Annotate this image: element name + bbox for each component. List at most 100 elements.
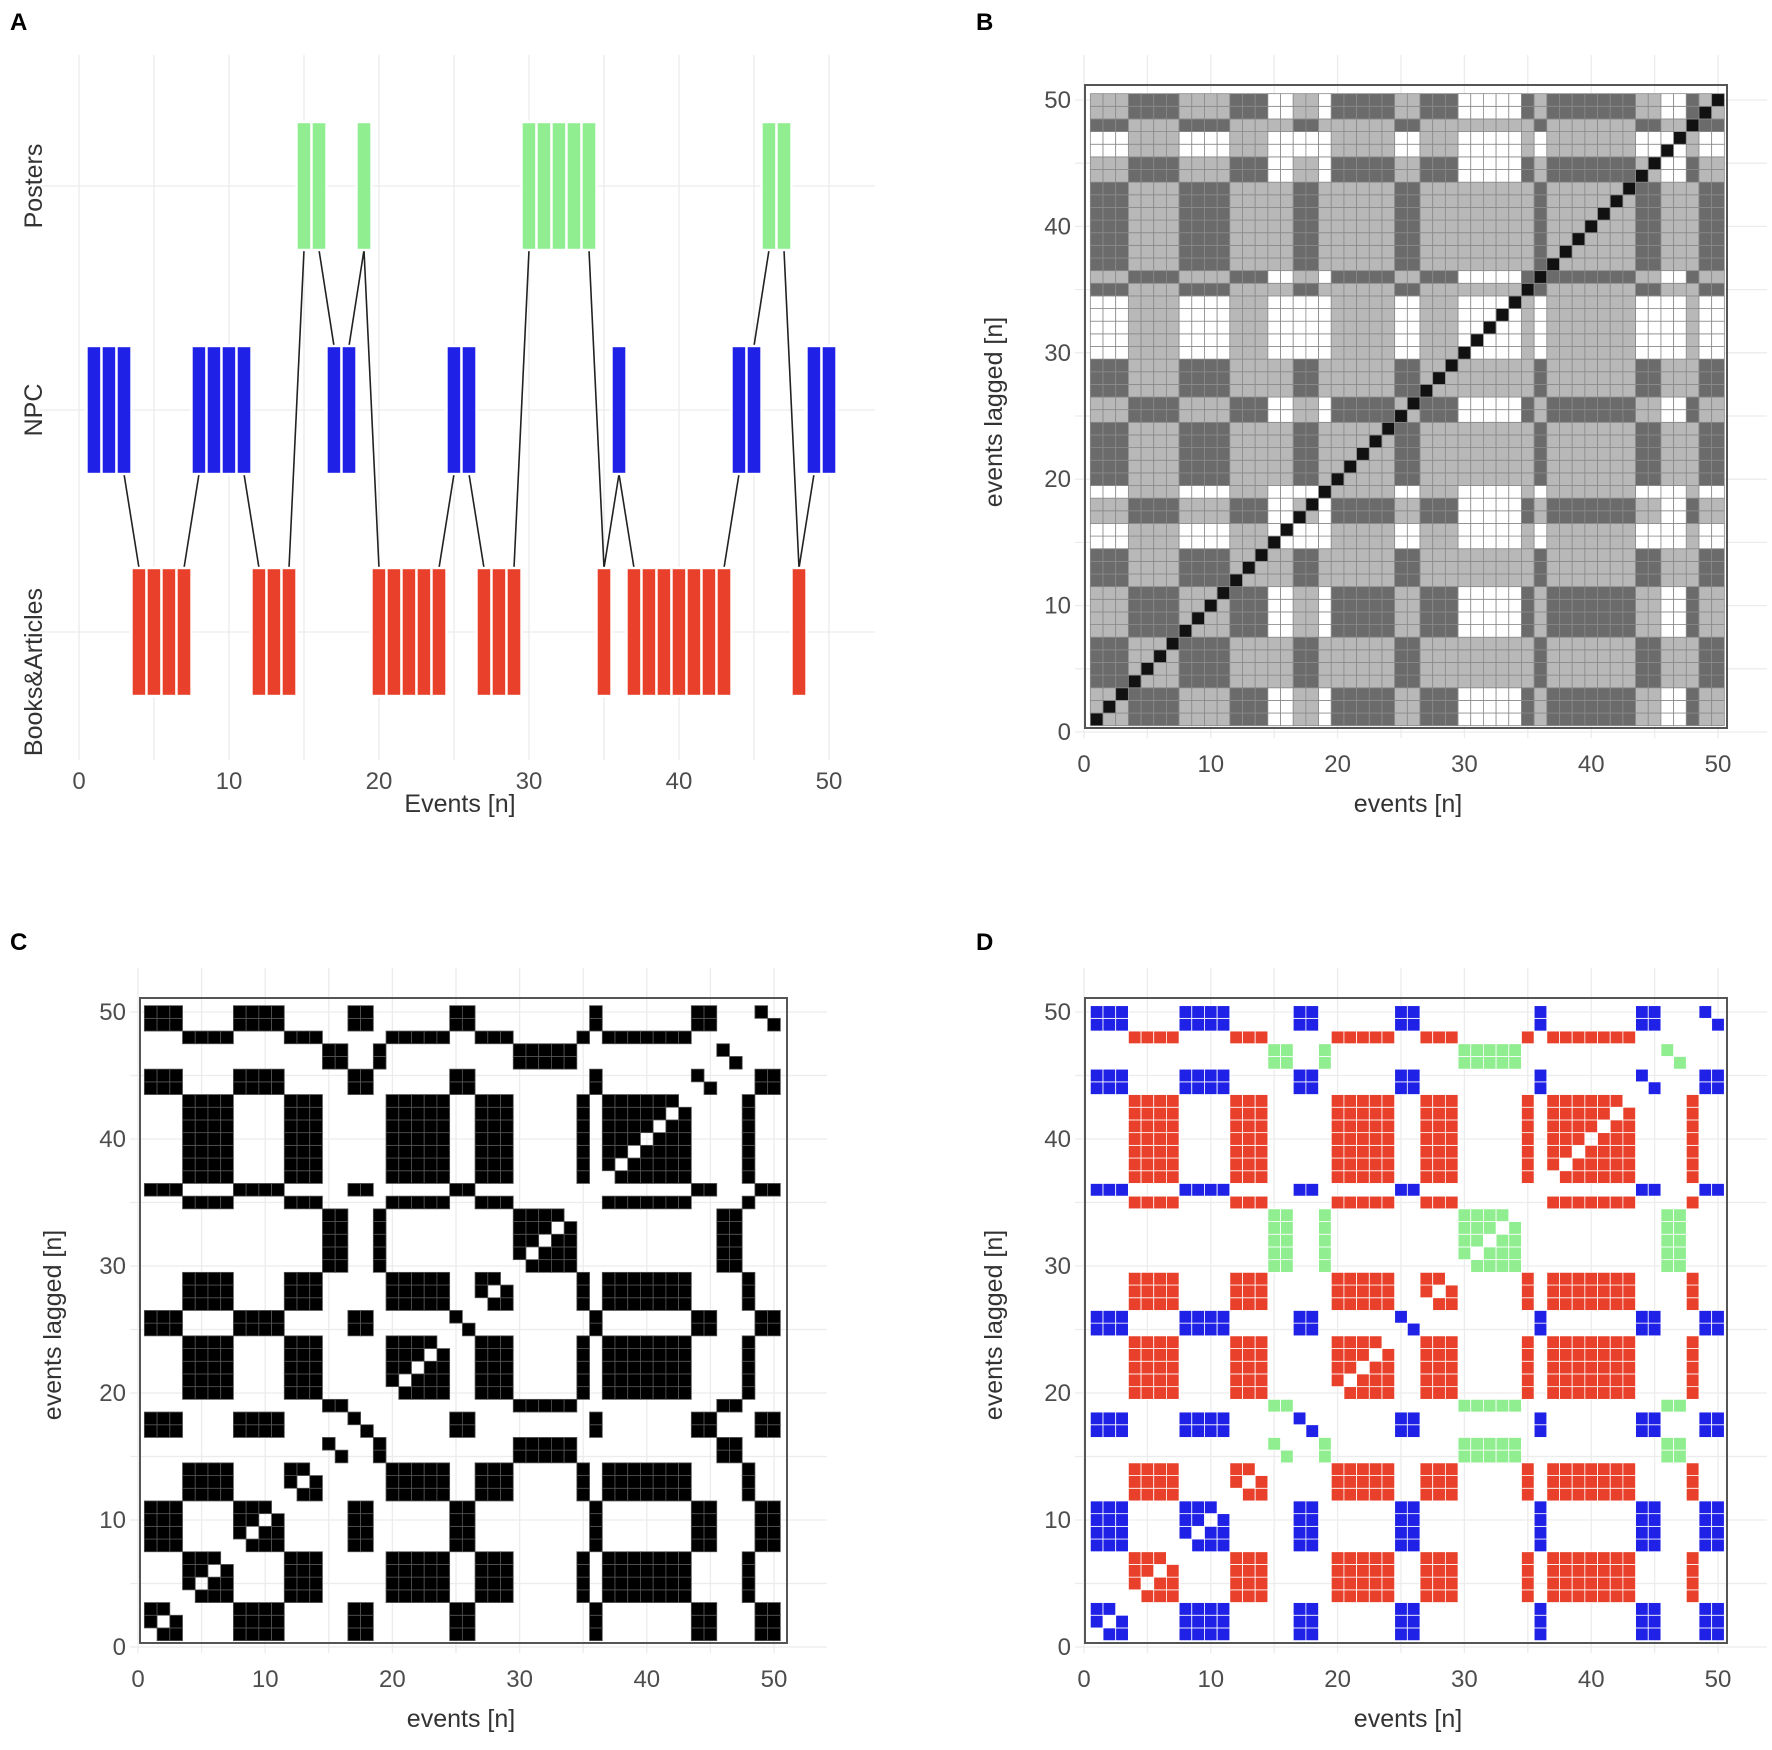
matrix-cell <box>665 1373 680 1388</box>
matrix-cell <box>1318 143 1332 158</box>
matrix-cell <box>754 1513 769 1527</box>
matrix-cell <box>1444 523 1459 537</box>
matrix-cell <box>1597 1157 1611 1172</box>
matrix-cell <box>665 1284 680 1299</box>
matrix-cell <box>1584 472 1598 486</box>
matrix-cell <box>1470 207 1484 221</box>
matrix-cell <box>1242 409 1256 423</box>
matrix-cell <box>601 1564 616 1578</box>
matrix-cell <box>601 1487 616 1502</box>
matrix-cell <box>1191 560 1205 575</box>
matrix-cell <box>1381 1132 1396 1146</box>
matrix-cell <box>449 1005 463 1019</box>
matrix-cell <box>627 1106 641 1121</box>
matrix-cell <box>1242 560 1256 575</box>
matrix-cell <box>169 1068 183 1083</box>
matrix-cell <box>194 1106 209 1121</box>
matrix-cell <box>1546 421 1560 436</box>
matrix-cell <box>1609 687 1624 701</box>
matrix-cell <box>1609 434 1624 448</box>
matrix-cell <box>576 1564 590 1578</box>
matrix-cell <box>1419 1132 1434 1146</box>
panel-a-event-bar <box>820 344 838 476</box>
matrix-cell <box>703 1183 718 1197</box>
matrix-cell <box>1685 282 1700 297</box>
matrix-cell <box>1166 1386 1180 1400</box>
matrix-cell <box>1711 1310 1725 1324</box>
matrix-cell <box>576 1386 590 1400</box>
matrix-cell <box>1444 244 1459 259</box>
matrix-cell <box>627 1386 641 1400</box>
matrix-cell <box>1470 232 1484 246</box>
matrix-cell <box>640 1589 654 1603</box>
matrix-cell <box>232 1627 247 1642</box>
matrix-cell <box>1127 1360 1142 1375</box>
matrix-cell <box>1647 1614 1662 1629</box>
matrix-cell <box>1318 244 1332 259</box>
matrix-cell <box>1356 156 1370 170</box>
matrix-cell <box>1115 662 1129 676</box>
matrix-cell <box>1457 346 1472 360</box>
matrix-cell <box>1711 611 1725 625</box>
matrix-cell <box>665 1195 680 1210</box>
matrix-cell <box>1521 548 1535 562</box>
matrix-cell <box>1508 1449 1522 1464</box>
matrix-cell <box>1673 105 1687 120</box>
matrix-cell <box>1254 586 1269 600</box>
matrix-cell <box>1254 1132 1269 1146</box>
matrix-cell <box>1521 700 1535 714</box>
matrix-cell <box>436 1170 451 1184</box>
matrix-cell <box>1292 649 1307 663</box>
matrix-cell <box>1292 548 1307 562</box>
matrix-cell <box>1521 1170 1535 1184</box>
matrix-cell <box>1444 1170 1459 1184</box>
matrix-cell <box>1229 1144 1243 1159</box>
matrix-cell <box>1597 472 1611 486</box>
matrix-cell <box>1216 358 1231 373</box>
matrix-cell <box>1584 295 1598 309</box>
matrix-cell <box>436 1144 451 1159</box>
matrix-cell <box>1280 1221 1294 1235</box>
matrix-cell <box>1419 1119 1434 1134</box>
matrix-cell <box>1495 333 1510 347</box>
matrix-cell <box>207 1348 222 1362</box>
matrix-cell <box>1546 497 1560 512</box>
matrix-cell <box>1356 320 1370 335</box>
matrix-cell <box>1305 346 1319 360</box>
matrix-cell <box>1343 219 1358 234</box>
matrix-cell <box>156 1627 171 1642</box>
matrix-cell <box>1521 1373 1535 1388</box>
matrix-cell <box>1089 257 1104 272</box>
matrix-cell <box>1381 662 1396 676</box>
matrix-cell <box>487 1462 501 1476</box>
matrix-cell <box>182 1119 196 1134</box>
matrix-cell <box>1609 1335 1624 1349</box>
matrix-cell <box>1242 270 1256 284</box>
matrix-cell <box>1343 396 1358 411</box>
matrix-cell <box>245 1068 260 1083</box>
matrix-cell <box>1635 497 1649 512</box>
matrix-cell <box>1381 219 1396 234</box>
matrix-cell <box>1546 320 1560 335</box>
matrix-cell <box>1584 598 1598 613</box>
matrix-cell <box>1483 181 1497 196</box>
matrix-cell <box>1191 257 1205 272</box>
matrix-cell <box>1191 459 1205 474</box>
matrix-cell <box>1622 535 1636 550</box>
matrix-cell <box>1483 649 1497 663</box>
matrix-cell <box>1140 282 1155 297</box>
matrix-cell <box>576 1271 590 1286</box>
matrix-cell <box>1153 1132 1167 1146</box>
matrix-cell <box>1584 118 1598 132</box>
matrix-cell <box>1711 131 1725 145</box>
matrix-cell <box>423 1094 438 1108</box>
y-tick-label: 30 <box>1044 340 1071 367</box>
matrix-cell <box>1470 649 1484 663</box>
matrix-cell <box>423 1360 438 1375</box>
matrix-cell <box>1394 207 1408 221</box>
matrix-cell <box>1597 143 1611 158</box>
matrix-cell <box>1292 712 1307 727</box>
matrix-cell <box>1229 472 1243 486</box>
matrix-cell <box>1647 320 1662 335</box>
matrix-cell <box>1330 156 1345 170</box>
